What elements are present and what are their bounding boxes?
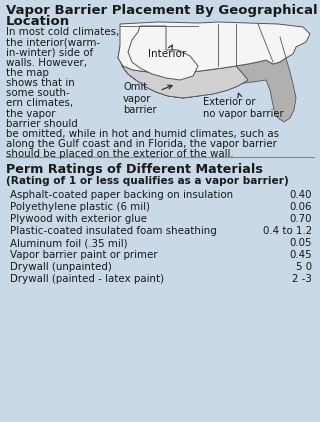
Text: Perm Ratings of Different Materials: Perm Ratings of Different Materials bbox=[6, 163, 263, 176]
Text: shows that in: shows that in bbox=[6, 78, 75, 88]
Polygon shape bbox=[118, 46, 248, 98]
Text: the map: the map bbox=[6, 68, 49, 78]
Polygon shape bbox=[118, 22, 310, 76]
Text: should be placed on the exterior of the wall.: should be placed on the exterior of the … bbox=[6, 149, 234, 160]
Text: Vapor barrier paint or primer: Vapor barrier paint or primer bbox=[10, 250, 158, 260]
Text: 0.45: 0.45 bbox=[289, 250, 312, 260]
Text: Vapor Barrier Placement By Geographical: Vapor Barrier Placement By Geographical bbox=[6, 4, 318, 17]
Text: Location: Location bbox=[6, 15, 70, 28]
Text: 0.40: 0.40 bbox=[290, 190, 312, 200]
Text: In most cold climates, vapor barriers should be placed on: In most cold climates, vapor barriers sh… bbox=[6, 27, 301, 37]
Text: (Rating of 1 or less qualifies as a vapor barrier): (Rating of 1 or less qualifies as a vapo… bbox=[6, 176, 289, 186]
Text: Plywood with exterior glue: Plywood with exterior glue bbox=[10, 214, 147, 224]
Text: Exterior or
no vapor barrier: Exterior or no vapor barrier bbox=[203, 93, 284, 119]
Text: Plastic-coated insulated foam sheathing: Plastic-coated insulated foam sheathing bbox=[10, 226, 217, 236]
Text: 0.4 to 1.2: 0.4 to 1.2 bbox=[263, 226, 312, 236]
Text: 0.05: 0.05 bbox=[290, 238, 312, 248]
Text: barrier should: barrier should bbox=[6, 119, 78, 129]
Text: walls. However,: walls. However, bbox=[6, 57, 87, 68]
Text: Polyethylene plastic (6 mil): Polyethylene plastic (6 mil) bbox=[10, 202, 150, 212]
Text: the vapor: the vapor bbox=[6, 108, 55, 119]
Text: Aluminum foil (.35 mil): Aluminum foil (.35 mil) bbox=[10, 238, 128, 248]
Text: ern climates,: ern climates, bbox=[6, 98, 73, 108]
Text: Interior: Interior bbox=[148, 45, 186, 59]
Text: 2 -3: 2 -3 bbox=[292, 274, 312, 284]
Polygon shape bbox=[128, 26, 198, 80]
Text: some south-: some south- bbox=[6, 88, 70, 98]
Text: along the Gulf coast and in Florida, the vapor barrier: along the Gulf coast and in Florida, the… bbox=[6, 139, 277, 149]
Polygon shape bbox=[122, 58, 296, 122]
Text: the interior(warm-: the interior(warm- bbox=[6, 37, 100, 47]
Text: 0.06: 0.06 bbox=[290, 202, 312, 212]
Text: Drywall (unpainted): Drywall (unpainted) bbox=[10, 262, 112, 272]
Text: Omit
vapor
barrier: Omit vapor barrier bbox=[123, 82, 172, 115]
Text: Asphalt-coated paper backing on insulation: Asphalt-coated paper backing on insulati… bbox=[10, 190, 233, 200]
Text: Drywall (painted - latex paint): Drywall (painted - latex paint) bbox=[10, 274, 164, 284]
Text: 0.70: 0.70 bbox=[290, 214, 312, 224]
Text: in-winter) side of: in-winter) side of bbox=[6, 47, 93, 57]
Text: be omitted, while in hot and humid climates, such as: be omitted, while in hot and humid clima… bbox=[6, 129, 279, 139]
Text: 5 0: 5 0 bbox=[296, 262, 312, 272]
